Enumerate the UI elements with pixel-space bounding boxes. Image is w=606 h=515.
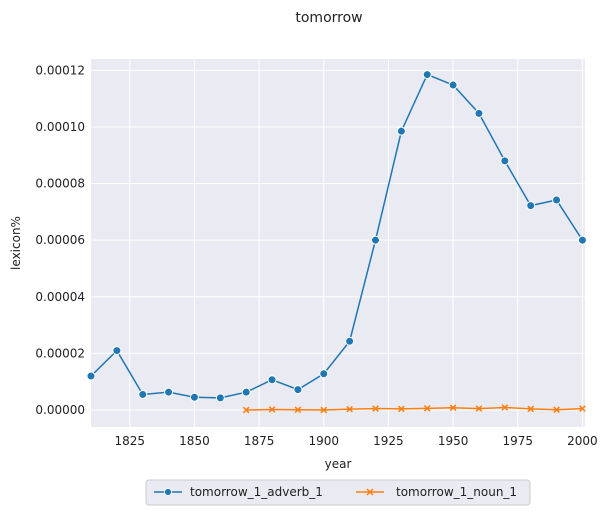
series-line xyxy=(246,406,583,411)
data-point xyxy=(242,406,250,414)
legend-label-adverb: tomorrow_1_adverb_1 xyxy=(190,485,323,499)
legend: tomorrow_1_adverb_1 tomorrow_1_noun_1 xyxy=(145,479,531,506)
data-point xyxy=(422,70,432,80)
data-point xyxy=(398,405,405,413)
data-point xyxy=(294,406,302,414)
data-point xyxy=(526,201,536,211)
data-point xyxy=(138,389,148,399)
y-tick-label: 0.00006 xyxy=(35,233,85,247)
series-layer xyxy=(86,70,587,414)
x-tick-label: 1850 xyxy=(179,434,210,448)
data-point xyxy=(500,156,510,166)
y-tick-label: 0.00012 xyxy=(35,63,85,77)
data-point xyxy=(267,375,277,385)
data-point xyxy=(189,392,199,402)
data-point xyxy=(86,371,96,381)
y-axis-label: lexicon% xyxy=(9,216,23,270)
chart-title: tomorrow xyxy=(295,10,362,26)
data-point xyxy=(579,405,586,412)
legend-marker-noun xyxy=(366,488,374,496)
y-tick-label: 0.00000 xyxy=(35,403,85,417)
data-point xyxy=(345,336,355,346)
x-tick-label: 1925 xyxy=(373,434,404,448)
x-tick-label: 1875 xyxy=(244,434,275,448)
grid-lines xyxy=(91,59,585,427)
data-point xyxy=(501,404,509,411)
data-point xyxy=(215,393,225,403)
x-tick-label: 1975 xyxy=(502,434,533,448)
x-tick-label: 1900 xyxy=(309,434,340,448)
y-tick-label: 0.00010 xyxy=(35,120,85,134)
data-point xyxy=(320,406,328,414)
x-tick-label: 1825 xyxy=(115,434,146,448)
data-point xyxy=(112,346,122,356)
x-axis-ticks: 1825 1850 1875 1900 1925 1950 1975 2000 xyxy=(115,434,598,448)
plot-area xyxy=(91,59,585,427)
legend-label-noun: tomorrow_1_noun_1 xyxy=(396,485,517,499)
data-point xyxy=(268,406,276,413)
data-point xyxy=(396,126,406,136)
data-point xyxy=(346,405,353,413)
data-point xyxy=(423,404,431,412)
y-tick-label: 0.00008 xyxy=(35,177,85,191)
series-1 xyxy=(242,404,586,414)
x-tick-label: 2000 xyxy=(567,434,598,448)
data-point xyxy=(552,195,562,205)
data-point xyxy=(319,369,329,379)
data-point xyxy=(164,387,174,397)
data-point xyxy=(474,108,484,118)
data-point xyxy=(371,235,381,245)
legend-box xyxy=(145,479,531,506)
series-0 xyxy=(86,70,587,403)
data-point xyxy=(372,405,379,412)
legend-marker-adverb xyxy=(164,488,172,496)
data-point xyxy=(475,405,483,412)
data-point xyxy=(293,385,303,395)
legend-entry-noun: tomorrow_1_noun_1 xyxy=(356,485,517,499)
data-point xyxy=(449,404,457,412)
x-axis-label: year xyxy=(325,457,352,471)
data-point xyxy=(241,387,251,397)
data-point xyxy=(553,406,560,414)
legend-entry-adverb: tomorrow_1_adverb_1 xyxy=(154,485,323,499)
y-tick-label: 0.00004 xyxy=(35,290,85,304)
y-tick-label: 0.00002 xyxy=(35,346,85,360)
data-point xyxy=(527,405,535,413)
data-point xyxy=(577,235,587,245)
y-axis-ticks: 0.00000 0.00002 0.00004 0.00006 0.00008 0.000… xyxy=(35,63,85,417)
x-tick-label: 1950 xyxy=(438,434,469,448)
data-point xyxy=(448,80,458,90)
